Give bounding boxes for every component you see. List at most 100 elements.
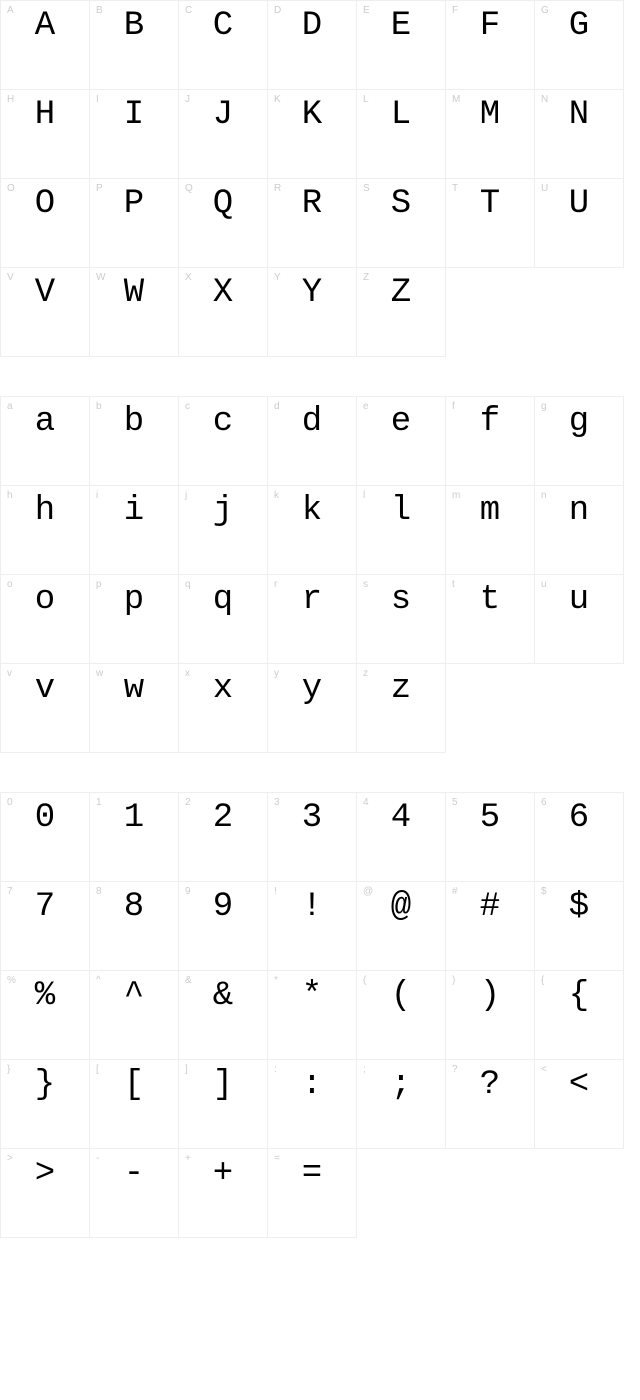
glyph-cell: GG	[534, 0, 624, 90]
glyph-cell-glyph: @	[357, 890, 445, 924]
glyph-cell: ==	[267, 1148, 357, 1238]
glyph-cell: NN	[534, 89, 624, 179]
glyph-cell: ss	[356, 574, 446, 664]
glyph-cell-glyph: o	[1, 583, 89, 617]
glyph-cell-glyph: s	[357, 583, 445, 617]
glyph-cell: YY	[267, 267, 357, 357]
glyph-cell: RR	[267, 178, 357, 268]
glyph-cell-glyph: [	[90, 1068, 178, 1102]
glyph-cell-glyph: 8	[90, 890, 178, 924]
glyph-cell: CC	[178, 0, 268, 90]
glyph-cell-glyph: X	[179, 276, 267, 310]
glyph-cell-glyph: 3	[268, 801, 356, 835]
glyph-cell: ::	[267, 1059, 357, 1149]
glyph-cell-glyph: =	[268, 1157, 356, 1191]
glyph-cell: 11	[89, 792, 179, 882]
glyph-cell-glyph: ^	[90, 979, 178, 1013]
glyph-cell-glyph: #	[446, 890, 534, 924]
glyph-cell: ii	[89, 485, 179, 575]
section-digits-symbols: 00112233445566778899!!@@##$$%%^^&&**(())…	[1, 793, 632, 1238]
glyph-cell-glyph: S	[357, 187, 445, 221]
glyph-cell: ((	[356, 970, 446, 1060]
glyph-cell-glyph: V	[1, 276, 89, 310]
glyph-cell-glyph: g	[535, 405, 623, 439]
glyph-cell: zz	[356, 663, 446, 753]
glyph-cell: II	[89, 89, 179, 179]
glyph-cell-glyph: t	[446, 583, 534, 617]
glyph-cell-glyph: f	[446, 405, 534, 439]
glyph-cell: 99	[178, 881, 268, 971]
glyph-cell: aa	[0, 396, 90, 486]
glyph-cell: ff	[445, 396, 535, 486]
glyph-cell: %%	[0, 970, 90, 1060]
glyph-cell-glyph: >	[1, 1157, 89, 1191]
glyph-cell: @@	[356, 881, 446, 971]
glyph-cell-glyph: c	[179, 405, 267, 439]
glyph-cell-glyph: y	[268, 672, 356, 706]
glyph-cell-glyph: &	[179, 979, 267, 1013]
glyph-cell: jj	[178, 485, 268, 575]
glyph-cell: xx	[178, 663, 268, 753]
glyph-cell-glyph: F	[446, 9, 534, 43]
glyph-cell: FF	[445, 0, 535, 90]
glyph-cell: hh	[0, 485, 90, 575]
glyph-cell: yy	[267, 663, 357, 753]
glyph-cell-glyph: +	[179, 1157, 267, 1191]
glyph-cell-glyph: 9	[179, 890, 267, 924]
glyph-cell-glyph: Z	[357, 276, 445, 310]
glyph-cell-glyph: v	[1, 672, 89, 706]
glyph-cell-glyph: Q	[179, 187, 267, 221]
glyph-cell: 00	[0, 792, 90, 882]
glyph-cell-glyph: u	[535, 583, 623, 617]
glyph-cell-glyph: j	[179, 494, 267, 528]
glyph-cell-glyph: O	[1, 187, 89, 221]
glyph-cell-glyph: R	[268, 187, 356, 221]
glyph-cell-glyph: m	[446, 494, 534, 528]
glyph-cell-glyph: W	[90, 276, 178, 310]
glyph-cell: KK	[267, 89, 357, 179]
glyph-cell: &&	[178, 970, 268, 1060]
glyph-cell-glyph: e	[357, 405, 445, 439]
glyph-cell: nn	[534, 485, 624, 575]
glyph-cell-glyph: 7	[1, 890, 89, 924]
glyph-cell-glyph: z	[357, 672, 445, 706]
glyph-cell: 55	[445, 792, 535, 882]
glyph-cell-glyph: *	[268, 979, 356, 1013]
section-lowercase: aabbccddeeffgghhiijjkkllmmnnooppqqrrsstt…	[1, 397, 632, 753]
glyph-cell-glyph: h	[1, 494, 89, 528]
glyph-cell: !!	[267, 881, 357, 971]
glyph-cell: oo	[0, 574, 90, 664]
glyph-cell-glyph: A	[1, 9, 89, 43]
glyph-cell: JJ	[178, 89, 268, 179]
glyph-cell: XX	[178, 267, 268, 357]
glyph-cell: pp	[89, 574, 179, 664]
glyph-cell: --	[89, 1148, 179, 1238]
glyph-cell: AA	[0, 0, 90, 90]
glyph-cell-glyph: :	[268, 1068, 356, 1102]
glyph-chart: AABBCCDDEEFFGGHHIIJJKKLLMMNNOOPPQQRRSSTT…	[0, 0, 640, 1238]
glyph-cell: rr	[267, 574, 357, 664]
glyph-cell: DD	[267, 0, 357, 90]
glyph-cell-glyph: N	[535, 98, 623, 132]
glyph-cell-glyph: p	[90, 583, 178, 617]
glyph-cell-glyph: T	[446, 187, 534, 221]
glyph-cell: ll	[356, 485, 446, 575]
glyph-cell: 77	[0, 881, 90, 971]
glyph-cell: qq	[178, 574, 268, 664]
glyph-cell-glyph: b	[90, 405, 178, 439]
glyph-cell: dd	[267, 396, 357, 486]
glyph-cell: 44	[356, 792, 446, 882]
glyph-cell: ##	[445, 881, 535, 971]
glyph-cell-glyph: Y	[268, 276, 356, 310]
glyph-cell: QQ	[178, 178, 268, 268]
glyph-cell-glyph: x	[179, 672, 267, 706]
glyph-cell: vv	[0, 663, 90, 753]
glyph-cell-glyph: 2	[179, 801, 267, 835]
glyph-cell: ZZ	[356, 267, 446, 357]
glyph-cell-glyph: i	[90, 494, 178, 528]
glyph-cell-glyph: 1	[90, 801, 178, 835]
glyph-cell-glyph: B	[90, 9, 178, 43]
glyph-cell-glyph: <	[535, 1068, 623, 1102]
glyph-cell: 66	[534, 792, 624, 882]
glyph-cell-glyph: k	[268, 494, 356, 528]
